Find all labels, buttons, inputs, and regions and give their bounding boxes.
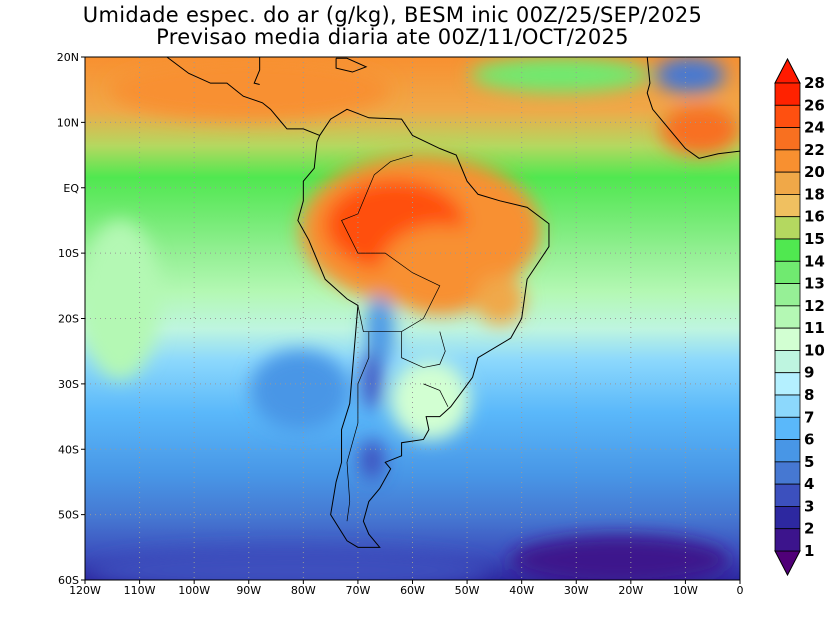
y-tick-label: 40S xyxy=(58,443,79,456)
colorbar-label: 2 xyxy=(804,520,814,538)
x-tick-label: 70W xyxy=(345,584,370,597)
colorbar-swatch xyxy=(774,127,801,151)
colorbar-swatch xyxy=(774,350,801,374)
colorbar-label: 9 xyxy=(804,364,814,382)
colorbar-swatch xyxy=(774,506,801,530)
y-tick-label: 20N xyxy=(57,51,79,64)
colorbar-label: 14 xyxy=(804,252,825,270)
colorbar-swatch xyxy=(774,439,801,463)
colorbar-label: 5 xyxy=(804,453,814,471)
x-tick-label: 100W xyxy=(178,584,210,597)
colorbar-label: 22 xyxy=(804,141,825,159)
colorbar-label: 20 xyxy=(804,163,825,181)
colorbar-label: 12 xyxy=(804,297,825,315)
colorbar-over-arrow xyxy=(774,57,801,84)
colorbar-swatch xyxy=(774,149,801,173)
x-tick-label: 0 xyxy=(737,584,744,597)
colorbar-swatch xyxy=(774,483,801,507)
colorbar-label: 3 xyxy=(804,497,814,515)
country-border xyxy=(346,331,370,522)
country-border xyxy=(401,331,446,368)
colorbar-label: 18 xyxy=(804,185,825,203)
x-tick-label: 90W xyxy=(236,584,261,597)
colorbar-swatch xyxy=(774,238,801,262)
colorbar-swatch xyxy=(774,194,801,218)
axis-labels: 120W 110W 100W 90W 80W 70W 60W 50W 40W 30W 20W 10W 0… xyxy=(57,51,744,597)
coastline xyxy=(253,57,261,85)
coastlines xyxy=(166,57,740,548)
grid-lines xyxy=(85,57,740,580)
colorbar-label: 1 xyxy=(804,542,814,560)
colorbar-swatch xyxy=(774,372,801,396)
y-tick-label: 10N xyxy=(57,116,79,129)
colorbar-label: 4 xyxy=(804,475,814,493)
x-tick-label: 60W xyxy=(400,584,425,597)
colorbar-swatch xyxy=(774,283,801,307)
colorbar-label: 8 xyxy=(804,386,814,404)
x-tick-label: 20W xyxy=(618,584,643,597)
colorbar-label: 10 xyxy=(804,341,825,359)
colorbar-swatch xyxy=(774,416,801,440)
coastline xyxy=(297,108,550,548)
colorbar-under-arrow xyxy=(774,550,801,577)
x-tick-label: 80W xyxy=(291,584,316,597)
colorbar-label: 7 xyxy=(804,408,814,426)
map-subtitle: Previsao media diaria ate 00Z/11/OCT/202… xyxy=(156,25,629,49)
colorbar-label: 26 xyxy=(804,96,825,114)
colorbar-swatch xyxy=(774,82,801,106)
country-border xyxy=(341,154,441,332)
x-tick-label: 30W xyxy=(564,584,589,597)
colorbar-swatch xyxy=(774,216,801,240)
x-tick-label: 40W xyxy=(509,584,534,597)
colorbar-label: 16 xyxy=(804,208,825,226)
coastline xyxy=(335,57,368,73)
colorbar-swatch xyxy=(774,104,801,128)
x-tick-label: 110W xyxy=(124,584,156,597)
humidity-field xyxy=(85,57,740,580)
colorbar-label: 24 xyxy=(804,119,825,137)
country-border xyxy=(423,383,449,407)
colorbar-label: 15 xyxy=(804,230,825,248)
colorbar-label: 28 xyxy=(804,74,825,92)
x-tick-label: 120W xyxy=(69,584,101,597)
colorbar-swatch xyxy=(774,394,801,418)
y-tick-label: 10S xyxy=(58,247,79,260)
colorbar-swatch xyxy=(774,461,801,485)
colorbar-label: 11 xyxy=(804,319,825,337)
colorbar-label: 6 xyxy=(804,431,814,449)
colorbar-label: 13 xyxy=(804,275,825,293)
y-tick-label: EQ xyxy=(63,182,79,195)
y-tick-label: 50S xyxy=(58,509,79,522)
map-title: Umidade espec. do ar (g/kg), BESM inic 0… xyxy=(82,3,703,27)
coastline xyxy=(646,57,740,159)
colorbar-swatch xyxy=(774,171,801,195)
colorbar-swatch xyxy=(774,260,801,284)
x-tick-label: 10W xyxy=(673,584,698,597)
colorbar: 28 26 24 22 20 18 16 15 14 13 12 11 10 9 8 7 6 5 4 3 2 1 xyxy=(774,57,825,577)
colorbar-swatch xyxy=(774,305,801,329)
colorbar-swatch xyxy=(774,528,801,552)
x-tick-label: 50W xyxy=(455,584,480,597)
y-tick-label: 20S xyxy=(58,313,79,326)
y-tick-label: 30S xyxy=(58,378,79,391)
coastline xyxy=(166,57,320,136)
colorbar-swatch xyxy=(774,327,801,351)
y-tick-label: 60S xyxy=(58,574,79,587)
